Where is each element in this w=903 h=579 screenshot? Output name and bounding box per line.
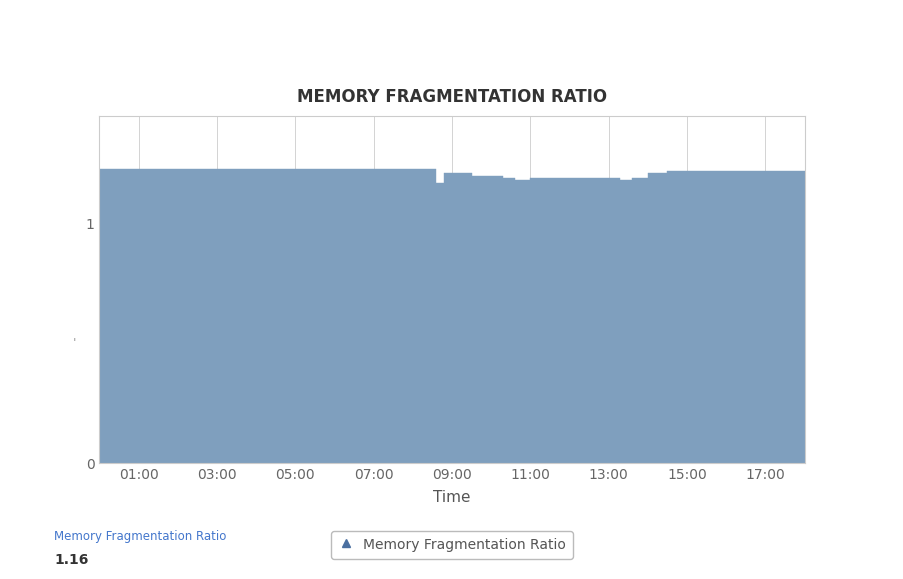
X-axis label: Time: Time — [433, 490, 470, 505]
Text: Memory Fragmentation Ratio: Memory Fragmentation Ratio — [54, 530, 227, 543]
Legend: Memory Fragmentation Ratio: Memory Fragmentation Ratio — [330, 531, 573, 559]
Text: ': ' — [72, 337, 76, 350]
Title: MEMORY FRAGMENTATION RATIO: MEMORY FRAGMENTATION RATIO — [296, 88, 607, 106]
Text: 1.16: 1.16 — [54, 553, 88, 567]
